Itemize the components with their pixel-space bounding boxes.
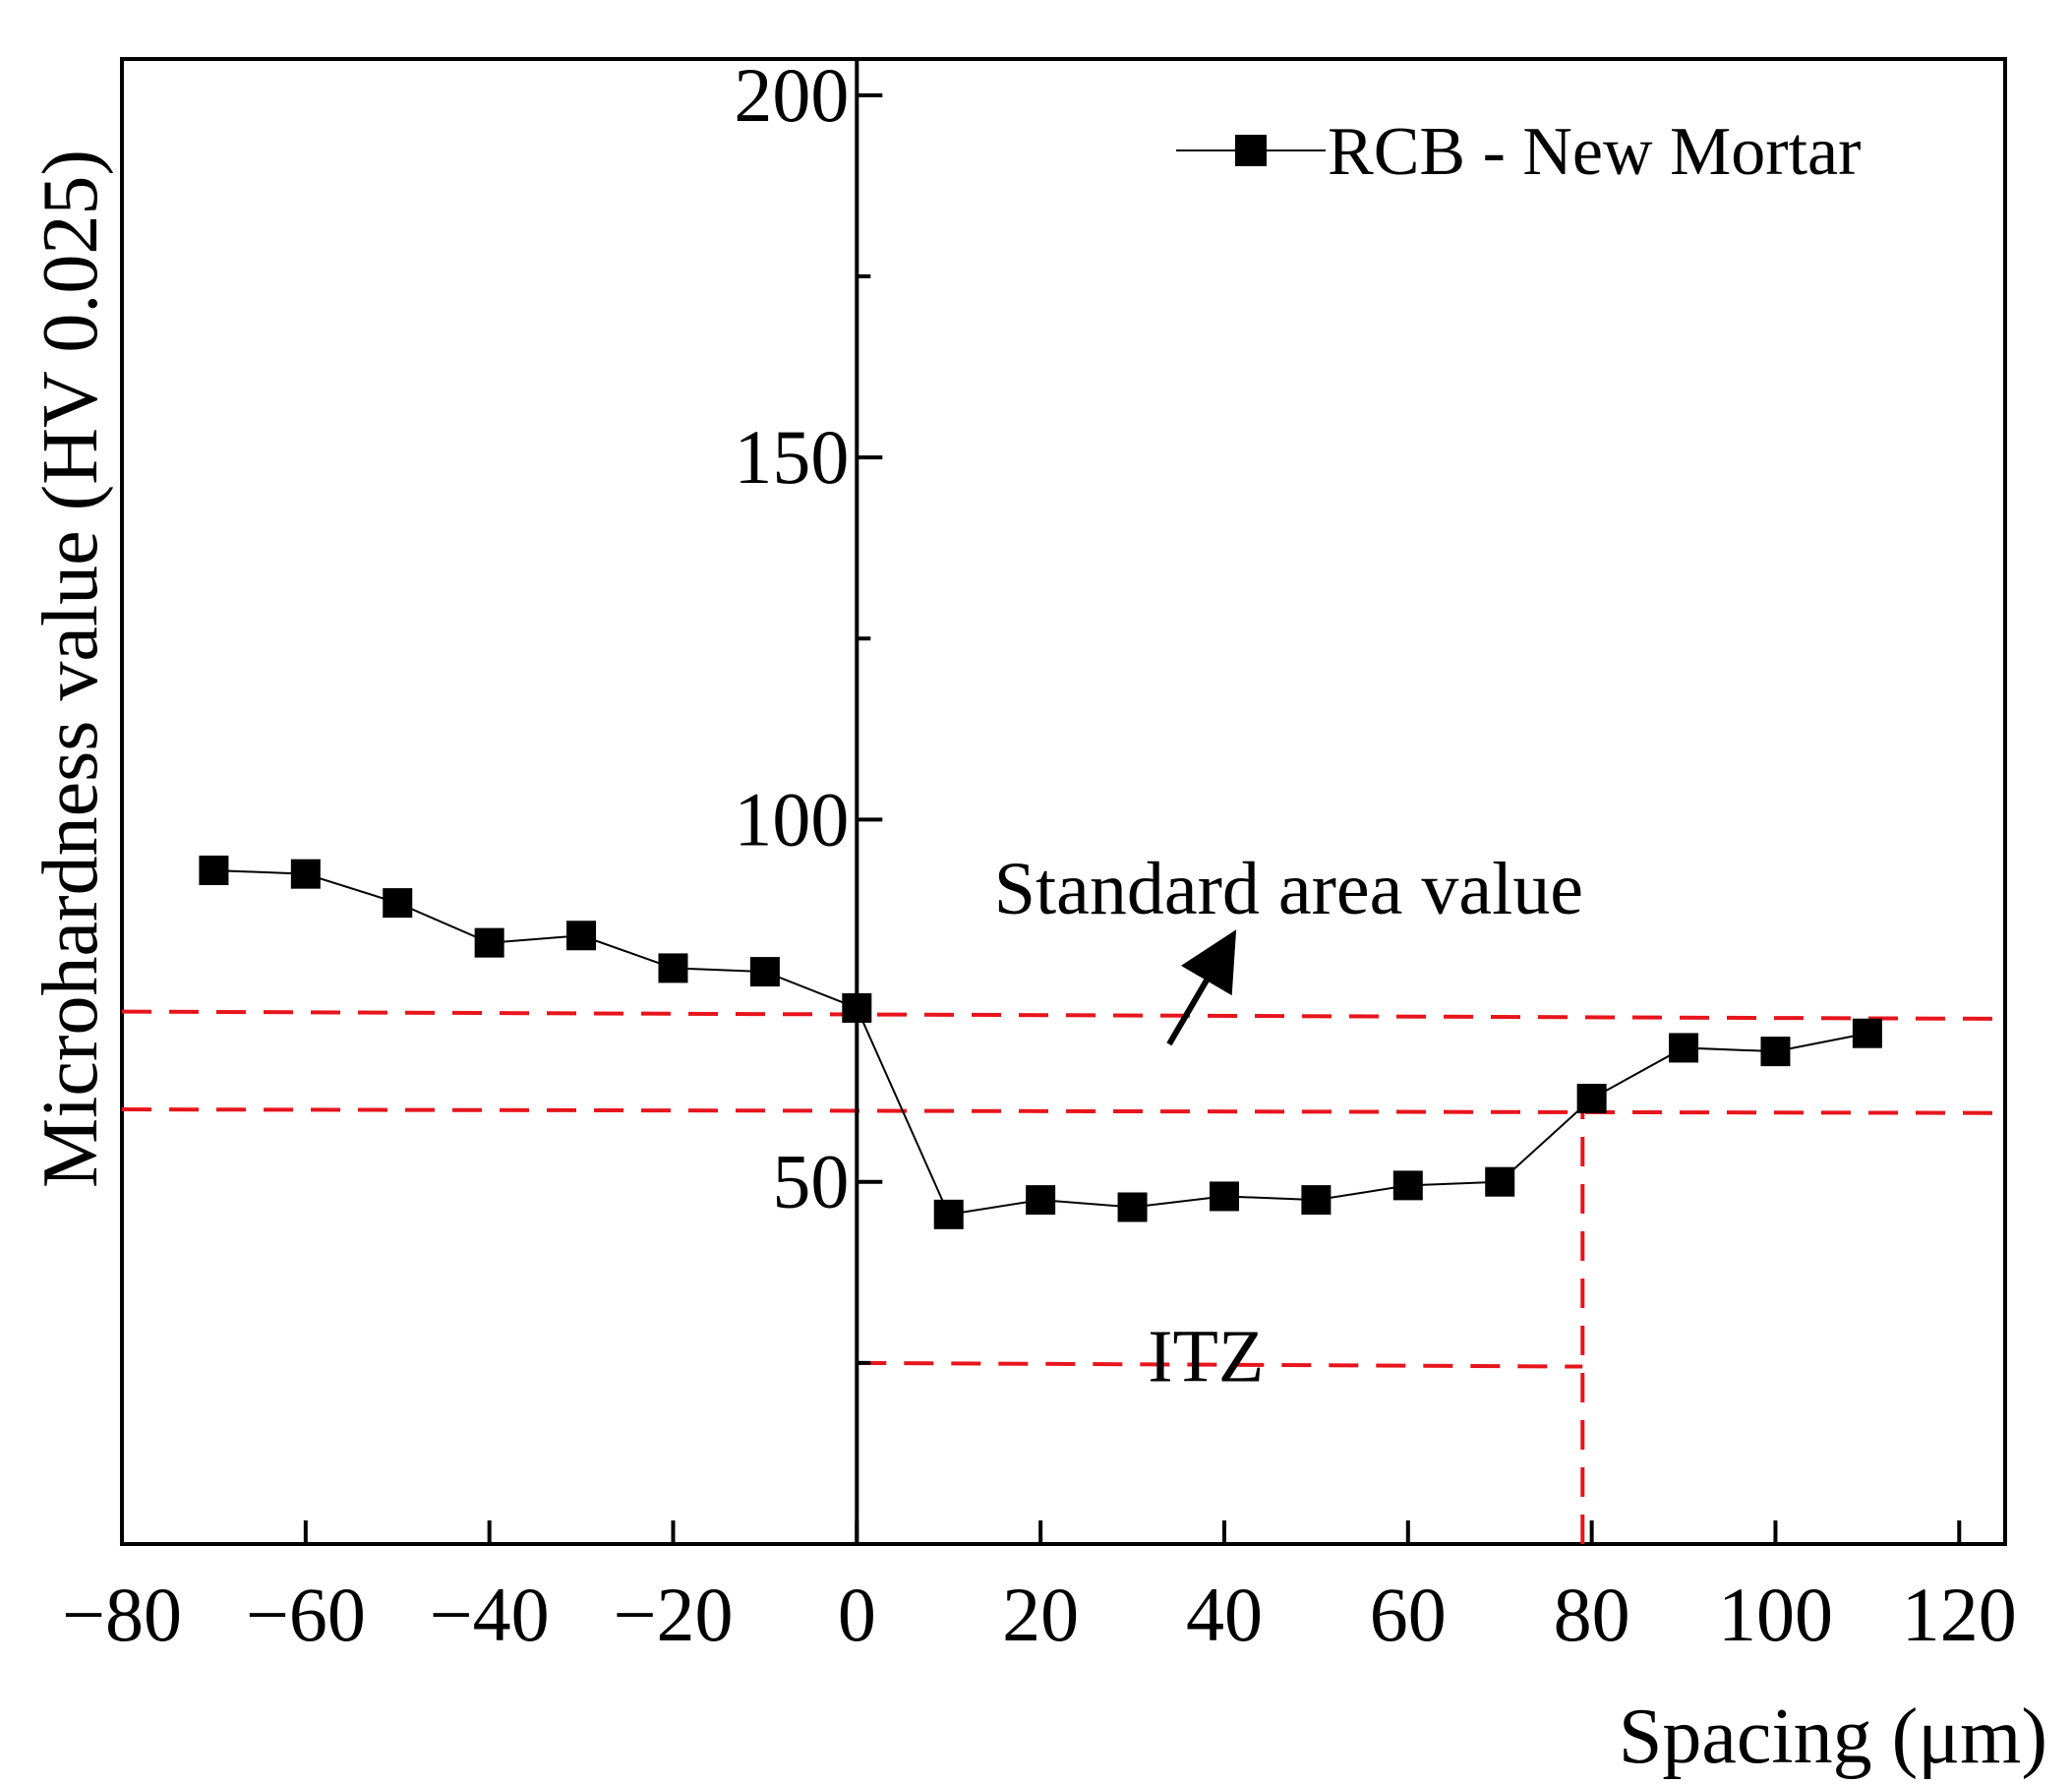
annotation-itz: ITZ <box>1148 1315 1264 1397</box>
x-tick-label: 100 <box>1718 1572 1833 1657</box>
data-point <box>933 1199 964 1229</box>
y-tick-label: 100 <box>734 776 849 862</box>
y-tick-label: 200 <box>734 52 849 138</box>
data-point <box>749 957 780 987</box>
data-point <box>566 921 597 951</box>
series-group <box>199 855 1882 1229</box>
x-tick-label: 80 <box>1554 1572 1630 1657</box>
data-point <box>1485 1166 1515 1197</box>
reference-line-3 <box>857 1360 1583 1369</box>
x-tick-label: 60 <box>1370 1572 1447 1657</box>
data-point <box>1576 1084 1607 1113</box>
x-tick-label: 0 <box>838 1572 876 1657</box>
legend-label: RCB - New Mortar <box>1328 114 1861 190</box>
x-tick-label: 120 <box>1902 1572 2017 1657</box>
data-point <box>1392 1170 1423 1201</box>
x-axis-title: Spacing (μm) <box>1619 1694 2047 1780</box>
x-tick-label: 20 <box>1002 1572 1079 1657</box>
y-axis-ticks: 50 100 150 200 <box>734 52 883 1365</box>
x-axis-ticks: −80 −60 −40 −20 0 20 40 60 80 100 120 <box>62 1520 2017 1657</box>
data-point <box>658 953 688 983</box>
x-tick-label: −80 <box>62 1572 182 1657</box>
y-tick-label: 50 <box>772 1139 849 1224</box>
plot-frame <box>120 57 2007 1546</box>
data-point <box>1117 1192 1148 1222</box>
data-point <box>474 927 504 958</box>
data-point <box>1760 1037 1791 1067</box>
reference-line-1 <box>121 1009 2006 1021</box>
data-point <box>842 992 872 1023</box>
reference-line-2 <box>121 1107 2006 1115</box>
annotation-arrow <box>1166 929 1237 1046</box>
x-tick-label: −60 <box>246 1572 366 1657</box>
reference-lines <box>121 1009 2006 1544</box>
data-point <box>1301 1185 1332 1216</box>
data-point <box>1669 1033 1699 1063</box>
data-point <box>199 855 229 885</box>
x-tick-label: −40 <box>430 1572 550 1657</box>
data-point <box>383 888 413 919</box>
annotation-standard-area-value: Standard area value <box>994 848 1583 930</box>
legend-marker <box>1235 135 1267 166</box>
legend: RCB - New Mortar <box>1176 114 1861 190</box>
y-tick-label: 150 <box>734 414 849 500</box>
data-point <box>1209 1181 1239 1212</box>
x-tick-label: −20 <box>613 1572 733 1657</box>
data-point <box>1026 1185 1056 1216</box>
x-tick-label: 40 <box>1186 1572 1263 1657</box>
data-point <box>1852 1018 1882 1048</box>
data-point <box>290 859 321 889</box>
y-axis-title: Microhardness value (HV 0.025) <box>28 149 114 1188</box>
